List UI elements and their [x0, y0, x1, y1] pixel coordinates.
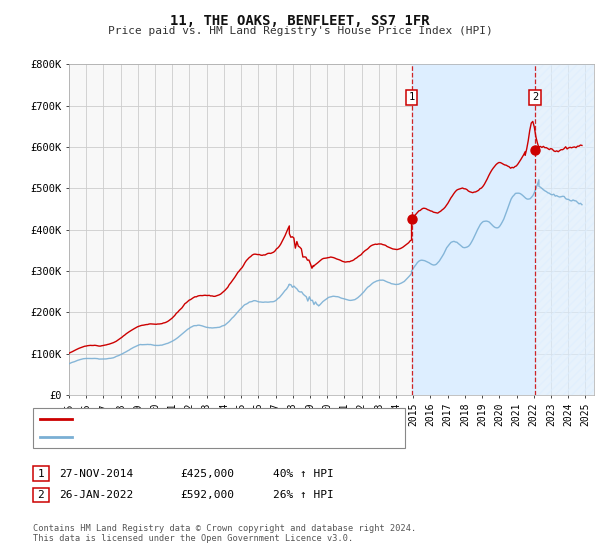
Text: HPI: Average price, detached house, Castle Point: HPI: Average price, detached house, Cast…: [78, 432, 378, 442]
Text: 1: 1: [37, 469, 44, 479]
Text: 26% ↑ HPI: 26% ↑ HPI: [273, 490, 334, 500]
Text: Contains HM Land Registry data © Crown copyright and database right 2024.
This d: Contains HM Land Registry data © Crown c…: [33, 524, 416, 543]
Text: £425,000: £425,000: [180, 469, 234, 479]
Text: 27-NOV-2014: 27-NOV-2014: [59, 469, 133, 479]
Text: 1: 1: [409, 92, 415, 102]
Text: 2: 2: [532, 92, 538, 102]
Bar: [535, 64, 594, 395]
Text: 11, THE OAKS, BENFLEET, SS7 1FR: 11, THE OAKS, BENFLEET, SS7 1FR: [170, 14, 430, 28]
Text: 2: 2: [37, 490, 44, 500]
Text: Price paid vs. HM Land Registry's House Price Index (HPI): Price paid vs. HM Land Registry's House …: [107, 26, 493, 36]
Text: 26-JAN-2022: 26-JAN-2022: [59, 490, 133, 500]
Text: £592,000: £592,000: [180, 490, 234, 500]
Text: 11, THE OAKS, BENFLEET, SS7 1FR (detached house): 11, THE OAKS, BENFLEET, SS7 1FR (detache…: [78, 414, 378, 423]
Text: 40% ↑ HPI: 40% ↑ HPI: [273, 469, 334, 479]
Bar: [412, 64, 535, 395]
